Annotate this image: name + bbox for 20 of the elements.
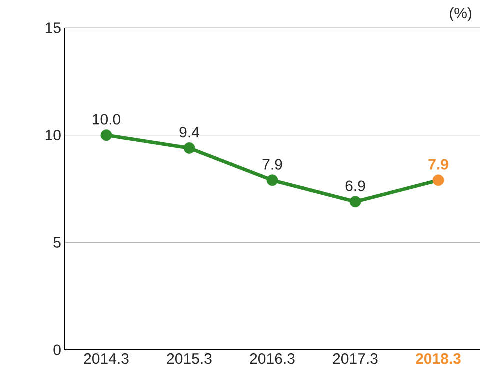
x-tick-label: 2017.3 [333, 354, 378, 364]
point [350, 196, 362, 208]
data-label: 6.9 [346, 180, 366, 192]
x-tick-label: 2014.3 [84, 354, 129, 364]
data-label: 9.4 [180, 127, 200, 138]
y-tick-label: 5 [54, 237, 61, 248]
x-tick-label: 2018.3 [416, 354, 461, 364]
x-tick-label: 2015.3 [167, 354, 212, 364]
data-label: 10.0 [93, 114, 121, 125]
point [184, 142, 196, 154]
y-tick-label: 10 [46, 130, 61, 141]
point [432, 174, 444, 186]
data-label: 7.9 [428, 159, 448, 170]
y-tick-label: 15 [46, 22, 61, 34]
y-tick-label: 0 [54, 344, 61, 356]
point [266, 174, 278, 186]
point [100, 130, 112, 142]
y-axis-title: (%) [450, 8, 472, 22]
data-label: 7.9 [262, 159, 282, 170]
x-tick-label: 2016.3 [250, 354, 295, 364]
